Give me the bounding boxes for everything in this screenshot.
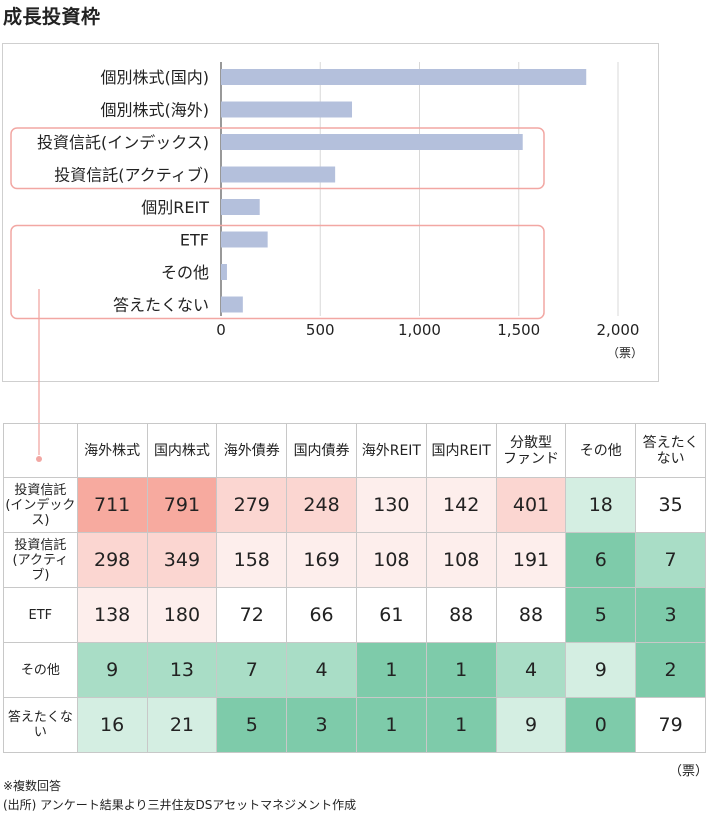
row-header: ETF: [3, 587, 78, 643]
note-multiple-answers: ※複数回答: [3, 779, 62, 793]
page-title: 成長投資枠: [3, 6, 101, 28]
heatmap-cell: 108: [425, 532, 497, 588]
heatmap-cell: 0: [565, 697, 637, 753]
row-header: 答えたくない: [3, 697, 78, 753]
heatmap-cell: 35: [635, 477, 706, 533]
heatmap-cell: 66: [286, 587, 357, 643]
heatmap-cell: 1: [355, 697, 427, 753]
heatmap-cell: 72: [216, 587, 288, 643]
x-tick-label: 500: [306, 321, 335, 339]
column-header: 海外債券: [216, 423, 288, 478]
column-header: 国内債券: [286, 423, 357, 478]
x-tick-label: 1,000: [398, 321, 441, 339]
table-row: 投資信託 (アクティブ) 298 349 158 169 108 108 191 6 7: [3, 532, 706, 588]
table-row: その他 9 13 7 4 1 1 4 9 2: [3, 642, 706, 698]
column-header: 海外株式: [76, 423, 148, 478]
category-label: 個別株式(海外): [101, 101, 210, 120]
heatmap-cell: 3: [286, 697, 357, 753]
bar: [221, 166, 336, 183]
heatmap-cell: 88: [425, 587, 497, 643]
heatmap-cell: 9: [565, 642, 637, 698]
heatmap-cell: 88: [495, 587, 567, 643]
heatmap-cell: 711: [76, 477, 148, 533]
heatmap-cell: 138: [76, 587, 148, 643]
heatmap-cell: 4: [495, 642, 567, 698]
highlight-box: [10, 127, 545, 190]
bar-chart-panel: 0 500 1,000 1,500 2,000 （票） 個別株式(国内) 個別株式(海外) 投資…: [2, 43, 659, 382]
heatmap-cell: 279: [216, 477, 288, 533]
row-header: その他: [3, 642, 78, 698]
column-header: 海外REIT: [355, 423, 427, 478]
category-label: 答えたくない: [113, 296, 209, 315]
table-row: ETF 138 180 72 66 61 88 88 5 3: [3, 587, 706, 643]
heatmap-cell: 142: [425, 477, 497, 533]
x-tick-label: 0: [216, 321, 226, 339]
column-header: 分散型 ファンド: [495, 423, 567, 478]
heatmap-cell: 9: [76, 642, 148, 698]
table-row: 投資信託 (インデックス) 711 791 279 248 130 142 401 18 35: [3, 477, 706, 533]
bar: [221, 101, 353, 118]
heatmap-cell: 5: [216, 697, 288, 753]
heatmap-cell: 1: [425, 697, 497, 753]
heatmap-cell: 298: [76, 532, 148, 588]
heatmap-cell: 6: [565, 532, 637, 588]
heatmap-cell: 191: [495, 532, 567, 588]
heatmap-cell: 158: [216, 532, 288, 588]
category-label: ETF: [180, 231, 209, 250]
x-tick-label: 2,000: [597, 321, 640, 339]
table-corner: [3, 423, 78, 478]
x-unit-label: （票）: [607, 346, 643, 360]
bar-chart: 0 500 1,000 1,500 2,000 （票） 個別株式(国内) 個別株式(海外) 投資…: [10, 62, 643, 360]
heatmap-cell: 2: [635, 642, 706, 698]
bar: [221, 264, 227, 280]
heatmap-cell: 1: [425, 642, 497, 698]
heatmap-cell: 349: [146, 532, 218, 588]
table-unit-label: （票）: [669, 764, 706, 779]
heatmap-cell: 1: [355, 642, 427, 698]
column-header: その他: [565, 423, 637, 478]
bar: [221, 199, 260, 215]
column-header: 国内株式: [146, 423, 218, 478]
category-label: 個別REIT: [141, 198, 209, 217]
heatmap-cell: 248: [286, 477, 357, 533]
column-header: 答えたくない: [635, 423, 706, 478]
heatmap-cell: 108: [355, 532, 427, 588]
heatmap-table: 海外株式 国内株式 海外債券 国内債券 海外REIT 国内REIT 分散型 ファンド その他 答え…: [3, 423, 706, 753]
bar: [221, 134, 523, 150]
heatmap-cell: 130: [355, 477, 427, 533]
heatmap-cell: 180: [146, 587, 218, 643]
heatmap-cell: 61: [355, 587, 427, 643]
heatmap-cell: 18: [565, 477, 637, 533]
heatmap-cell: 4: [286, 642, 357, 698]
heatmap-cell: 169: [286, 532, 357, 588]
bar: [221, 231, 268, 248]
heatmap-cell: 3: [635, 587, 706, 643]
category-label: 投資信託(インデックス): [37, 133, 209, 152]
heatmap-cell: 791: [146, 477, 218, 533]
heatmap-cell: 401: [495, 477, 567, 533]
column-header: 国内REIT: [425, 423, 497, 478]
heatmap-cell: 13: [146, 642, 218, 698]
category-label: 投資信託(アクティブ): [54, 166, 209, 185]
notes: ※複数回答 (出所) アンケート結果より三井住友DSアセットマネジメント作成: [3, 777, 356, 815]
bar: [221, 69, 587, 85]
category-label: その他: [161, 263, 209, 282]
heatmap-cell: 16: [76, 697, 148, 753]
heatmap-cell: 7: [216, 642, 288, 698]
highlight-box: [10, 224, 545, 320]
heatmap-cell: 5: [565, 587, 637, 643]
x-tick-label: 1,500: [497, 321, 540, 339]
row-header: 投資信託 (アクティブ): [3, 532, 78, 588]
category-label: 個別株式(国内): [101, 68, 210, 87]
note-source: (出所) アンケート結果より三井住友DSアセットマネジメント作成: [3, 798, 357, 812]
heatmap-cell: 79: [635, 697, 706, 753]
table-row: 答えたくない 16 21 5 3 1 1 9 0 79: [3, 697, 706, 753]
heatmap-cell: 7: [635, 532, 706, 588]
bar: [221, 296, 243, 313]
row-header: 投資信託 (インデックス): [3, 477, 78, 533]
heatmap-cell: 9: [495, 697, 567, 753]
heatmap-cell: 21: [146, 697, 218, 753]
